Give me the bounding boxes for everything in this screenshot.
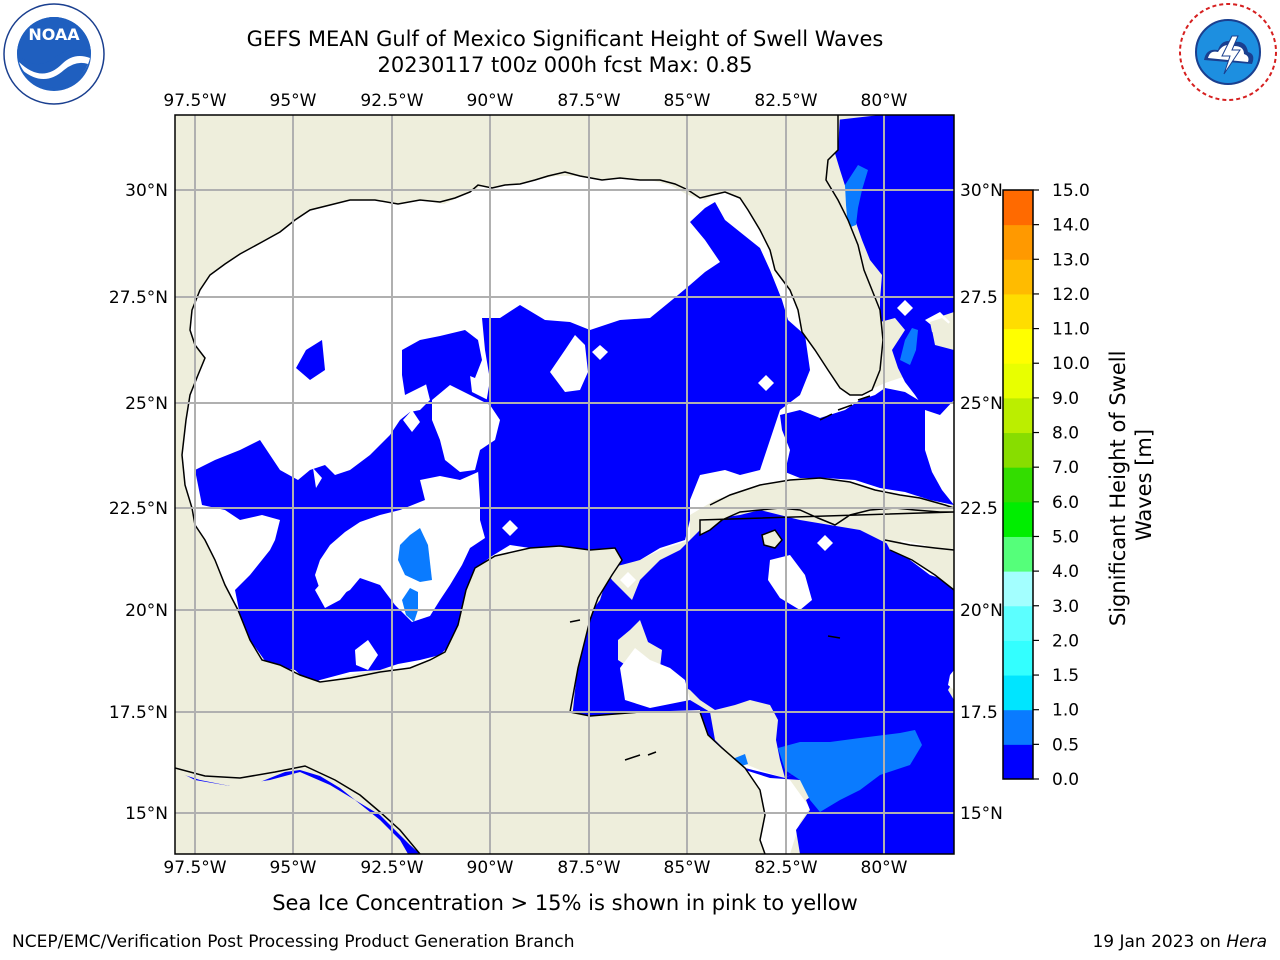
colorbar-segment [1003, 259, 1033, 295]
colorbar-segment [1003, 467, 1033, 503]
colorbar-tick-label: 11.0 [1052, 320, 1090, 340]
lat-label-right: 17.5 [960, 703, 998, 723]
lon-label-top: 87.5°W [557, 91, 620, 111]
lon-label-top: 80°W [861, 91, 908, 111]
lon-label-bottom: 97.5°W [163, 858, 226, 878]
lon-label-top: 82.5°W [754, 91, 817, 111]
map-title: GEFS MEAN Gulf of Mexico Significant Hei… [246, 27, 884, 51]
map-subtitle: 20230117 t00z 000h fcst Max: 0.85 [377, 53, 753, 77]
colorbar-segment [1003, 744, 1033, 780]
lon-label-top: 92.5°W [360, 91, 423, 111]
lat-label-right: 30°N [960, 181, 1003, 201]
colorbar-tick-label: 8.0 [1052, 424, 1079, 444]
colorbar-segment [1003, 709, 1033, 745]
lon-label-top: 95°W [270, 91, 317, 111]
lat-label-left: 17.5°N [109, 703, 168, 723]
lon-label-bottom: 80°W [861, 858, 908, 878]
lon-label-bottom: 85°W [664, 858, 711, 878]
lon-label-top: 85°W [664, 91, 711, 111]
colorbar-segment [1003, 328, 1033, 364]
colorbar-label-line1: Significant Height of Swell [1106, 351, 1130, 627]
colorbar-tick-label: 5.0 [1052, 527, 1079, 547]
lon-label-bottom: 95°W [270, 858, 317, 878]
colorbar-segment [1003, 363, 1033, 399]
lon-label-bottom: 92.5°W [360, 858, 423, 878]
lat-label-left: 20°N [125, 601, 168, 621]
colorbar-tick-label: 2.0 [1052, 631, 1079, 651]
footer-credit: NCEP/EMC/Verification Post Processing Pr… [12, 932, 575, 952]
colorbar-segment [1003, 432, 1033, 468]
colorbar-segment [1003, 397, 1033, 434]
lat-label-left: 27.5°N [109, 288, 168, 308]
lon-label-bottom: 87.5°W [557, 858, 620, 878]
noaa-logo: NOAA [3, 3, 105, 105]
nws-logo [1178, 2, 1278, 102]
lon-label-bottom: 82.5°W [754, 858, 817, 878]
colorbar-tick-label: 3.0 [1052, 597, 1079, 617]
colorbar-segment [1003, 536, 1033, 572]
lat-label-left: 15°N [125, 804, 168, 824]
lat-label-right: 15°N [960, 804, 1003, 824]
colorbar-tick-label: 13.0 [1052, 250, 1090, 270]
colorbar-segment [1003, 675, 1033, 711]
latitude-labels-right: 30°N 27.5 25°N 22.5 20°N 17.5 15°N [960, 181, 1003, 824]
lat-label-right: 25°N [960, 394, 1003, 414]
lat-label-left: 30°N [125, 181, 168, 201]
colorbar-segment [1003, 501, 1033, 537]
longitude-labels-bottom: 97.5°W 95°W 92.5°W 90°W 87.5°W 85°W 82.5°W 80°W [163, 858, 907, 878]
colorbar-label-line2: Waves [m] [1132, 429, 1156, 541]
lat-label-right: 27.5 [960, 288, 998, 308]
colorbar-tick-label: 15.0 [1052, 181, 1090, 201]
footer-date-text: 19 Jan 2023 on [1092, 932, 1227, 952]
colorbar-segment [1003, 293, 1033, 330]
colorbar-label: Significant Height of Swell Waves [m] [1106, 344, 1156, 626]
colorbar-tick-label: 9.0 [1052, 389, 1079, 409]
colorbar-tick-label: 0.0 [1052, 770, 1079, 790]
map-content [175, 115, 954, 854]
sea-ice-note: Sea Ice Concentration > 15% is shown in … [272, 891, 858, 915]
land-masses [175, 115, 954, 854]
colorbar-tick-label: 1.0 [1052, 701, 1079, 721]
lon-label-bottom: 90°W [467, 858, 514, 878]
longitude-labels-top: 97.5°W 95°W 92.5°W 90°W 87.5°W 85°W 82.5°W 80°W [163, 91, 907, 111]
colorbar-segment [1003, 224, 1033, 260]
lat-label-left: 25°N [125, 394, 168, 414]
colorbar-tick-label: 6.0 [1052, 493, 1079, 513]
colorbar-segment [1003, 571, 1033, 607]
colorbar-tick-label: 0.5 [1052, 735, 1079, 755]
colorbar-tick-label: 4.0 [1052, 562, 1079, 582]
latitude-labels-left: 30°N 27.5°N 25°N 22.5°N 20°N 17.5°N 15°N [109, 181, 168, 824]
colorbar-tick-labels: 15.0 14.0 13.0 12.0 11.0 10.0 9.0 8.0 7.0 6.0 5.0 4… [1033, 181, 1090, 790]
colorbar-segment [1003, 640, 1033, 676]
lat-label-left: 22.5°N [109, 499, 168, 519]
colorbar-tick-label: 7.0 [1052, 458, 1079, 478]
colorbar-tick-label: 14.0 [1052, 216, 1090, 236]
lat-label-right: 20°N [960, 601, 1003, 621]
map-frame [174, 114, 955, 855]
colorbar-tick-label: 1.5 [1052, 666, 1079, 686]
lon-label-top: 97.5°W [163, 91, 226, 111]
noaa-logo-text: NOAA [28, 25, 80, 44]
colorbar-tick-label: 12.0 [1052, 285, 1090, 305]
lon-label-top: 90°W [467, 91, 514, 111]
colorbar-segment [1003, 605, 1033, 641]
colorbar-segment [1003, 190, 1033, 226]
footer-machine-name: Hera [1226, 932, 1267, 952]
lat-lon-gridlines [175, 115, 954, 854]
colorbar-frame [1002, 189, 1034, 780]
colorbar [1002, 189, 1034, 780]
no-swell-patches [313, 300, 954, 708]
lat-label-right: 22.5 [960, 499, 998, 519]
footer-date: 19 Jan 2023 on Hera [1092, 932, 1267, 952]
colorbar-tick-label: 10.0 [1052, 354, 1090, 374]
